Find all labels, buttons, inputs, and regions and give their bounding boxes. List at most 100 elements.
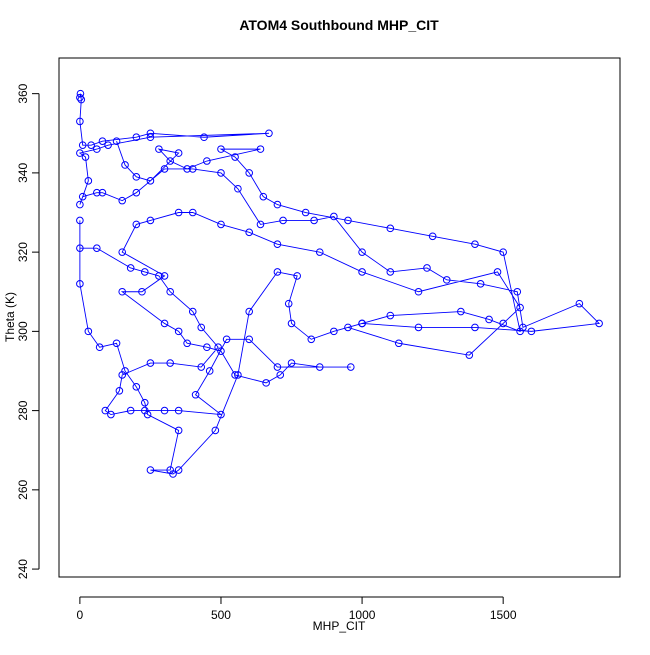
data-point <box>245 169 253 177</box>
data-point <box>394 339 403 348</box>
data-point <box>138 287 146 296</box>
data-point <box>155 145 163 153</box>
data-point <box>315 248 324 256</box>
data-point <box>87 141 95 149</box>
data-point <box>259 192 268 201</box>
data-point <box>93 244 101 252</box>
data-point <box>200 133 208 142</box>
data-point <box>78 192 87 201</box>
y-tick-label: 260 <box>16 480 30 500</box>
data-point <box>98 137 107 145</box>
data-point <box>279 216 287 225</box>
data-point <box>112 339 121 348</box>
data-point <box>132 173 141 181</box>
data-point <box>140 268 149 276</box>
data-point <box>217 145 225 153</box>
data-point <box>76 280 84 288</box>
data-point <box>310 216 318 225</box>
data-point <box>121 161 129 169</box>
data-point <box>330 212 338 221</box>
data-point <box>188 307 197 316</box>
data-point <box>214 343 222 352</box>
data-point <box>146 177 155 185</box>
data-point <box>273 363 282 371</box>
plot-box <box>58 57 621 578</box>
data-point <box>414 287 423 296</box>
data-point <box>499 248 507 256</box>
data-point <box>234 184 242 193</box>
data-point <box>516 327 524 336</box>
data-point <box>93 188 101 197</box>
data-point <box>442 276 451 284</box>
data-point <box>265 129 273 138</box>
data-point <box>84 327 93 336</box>
data-point <box>107 410 115 419</box>
x-tick-label: 1500 <box>490 608 517 622</box>
data-point <box>471 240 479 249</box>
data-point <box>188 165 197 173</box>
data-point <box>126 406 135 415</box>
data-point <box>132 383 141 391</box>
data-point <box>169 470 177 478</box>
data-point <box>203 343 211 352</box>
data-point <box>140 398 149 407</box>
data-point <box>273 268 282 276</box>
data-point <box>77 95 86 104</box>
data-point <box>76 216 84 225</box>
data-point <box>188 208 197 217</box>
data-point <box>516 303 524 312</box>
data-point <box>132 133 141 142</box>
data-point <box>414 323 423 332</box>
data-point <box>245 307 253 316</box>
data-point <box>575 299 584 308</box>
data-point <box>386 224 395 233</box>
data-point <box>146 133 155 142</box>
data-point <box>76 117 84 126</box>
data-point <box>293 272 301 280</box>
data-point <box>104 141 112 149</box>
data-point <box>197 323 206 332</box>
data-point <box>76 93 84 102</box>
data-point <box>174 327 183 336</box>
data-point <box>81 153 90 161</box>
data-point <box>273 240 282 249</box>
data-point <box>346 363 355 371</box>
data-point <box>344 323 352 332</box>
x-tick-label: 1000 <box>349 608 376 622</box>
data-point <box>166 359 174 367</box>
data-point <box>160 319 169 328</box>
data-point <box>276 371 285 379</box>
data-point <box>183 339 191 348</box>
data-point <box>423 264 431 272</box>
y-tick-label: 300 <box>16 321 30 341</box>
data-point <box>301 208 310 217</box>
data-point <box>205 367 214 375</box>
data-point <box>217 220 225 229</box>
data-point <box>132 188 141 197</box>
data-point <box>146 466 155 474</box>
data-point <box>174 149 183 157</box>
data-point <box>174 406 183 415</box>
x-tick-label: 500 <box>211 608 231 622</box>
data-point <box>457 307 465 316</box>
data-point <box>386 268 395 276</box>
data-point <box>146 129 155 138</box>
data-point <box>476 280 485 288</box>
data-point <box>118 287 127 296</box>
data-point <box>465 351 474 359</box>
y-tick-label: 320 <box>16 242 30 262</box>
data-point <box>160 406 169 415</box>
data-point <box>386 311 395 320</box>
x-axis-label: MHP_CIT <box>313 619 366 633</box>
data-point <box>146 359 155 367</box>
data-point <box>132 220 141 229</box>
data-point <box>174 426 183 435</box>
data-point <box>358 319 366 328</box>
data-point <box>256 220 265 229</box>
data-point <box>76 200 84 209</box>
data-line <box>78 93 601 475</box>
data-point <box>217 410 225 419</box>
data-point <box>118 248 127 256</box>
data-point <box>234 371 242 379</box>
y-axis-label: Theta (K) <box>3 292 17 342</box>
